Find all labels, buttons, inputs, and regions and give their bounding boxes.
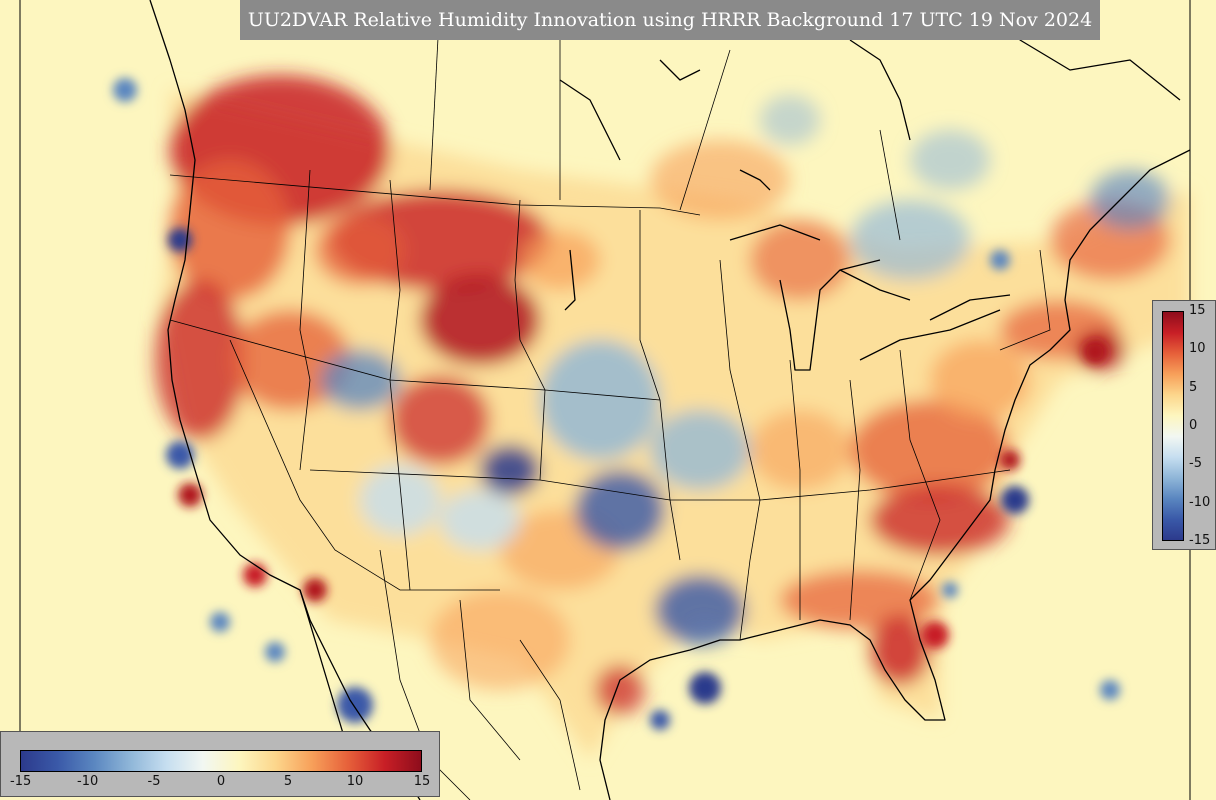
colorbar-bottom-tick-label: -15 <box>10 774 32 789</box>
colorbar-bottom-tick-label: 5 <box>283 774 293 789</box>
colorbar-bottom-tick-label: 10 <box>346 774 364 789</box>
colorbar-bottom: -15 -10 -5 0 5 10 15 <box>0 731 440 797</box>
colorbar-right-tick-label: -5 <box>1189 456 1202 472</box>
innovation-field <box>155 75 1190 760</box>
colorbar-bottom-tick-label: 15 <box>413 774 431 789</box>
colorbar-bottom-strip <box>20 750 422 772</box>
state-border-icon <box>169 0 1051 800</box>
offshore-blobs <box>113 78 1120 730</box>
colorbar-right-tick-label: 10 <box>1189 341 1206 357</box>
colorbar-bottom-tick-label: -5 <box>147 774 161 789</box>
colorbar-right-tick-label: 5 <box>1189 379 1198 395</box>
colorbar-right-strip <box>1162 311 1184 541</box>
colorbar-bottom-tick-label: 0 <box>216 774 226 789</box>
map-title: UU2DVAR Relative Humidity Innovation usi… <box>240 0 1100 40</box>
colorbar-right: 15 10 5 0 -5 -10 -15 <box>1152 300 1216 550</box>
colorbar-right-tick-label: 0 <box>1189 418 1198 433</box>
colorbar-right-tick-label: 15 <box>1189 303 1206 318</box>
colorbar-right-tick-label: -15 <box>1189 533 1211 548</box>
colorbar-right-tick-label: -10 <box>1189 494 1211 510</box>
colorbar-bottom-tick-label: -10 <box>77 774 99 789</box>
